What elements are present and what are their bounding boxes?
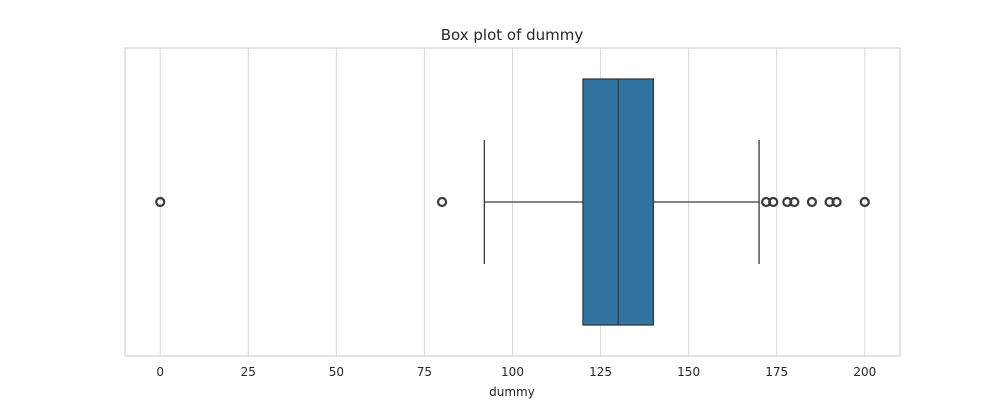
outlier-point bbox=[436, 196, 448, 208]
outlier-point bbox=[768, 196, 779, 208]
chart-title: Box plot of dummy bbox=[441, 26, 584, 44]
plot-marks bbox=[155, 78, 870, 326]
x-tick-label: 75 bbox=[417, 365, 432, 379]
outlier-point bbox=[789, 196, 800, 208]
x-tick-label: 125 bbox=[589, 365, 612, 379]
x-tick-label: 150 bbox=[677, 365, 700, 379]
x-tick-label: 0 bbox=[156, 365, 164, 379]
x-tick-label: 175 bbox=[765, 365, 788, 379]
outlier-point bbox=[859, 196, 870, 208]
x-tick-label: 200 bbox=[853, 365, 876, 379]
outlier-point bbox=[831, 196, 842, 208]
outlier-point bbox=[806, 196, 818, 208]
plot-area-frame bbox=[124, 47, 901, 357]
outlier-point bbox=[155, 196, 166, 208]
x-tick-label: 50 bbox=[329, 365, 344, 379]
x-tick-label: 25 bbox=[241, 365, 256, 379]
x-tick-label: 100 bbox=[501, 365, 524, 379]
x-axis-tick-labels: 0 25 50 75 100 125 150 175 200 bbox=[156, 365, 876, 379]
x-axis-label: dummy bbox=[489, 385, 535, 399]
